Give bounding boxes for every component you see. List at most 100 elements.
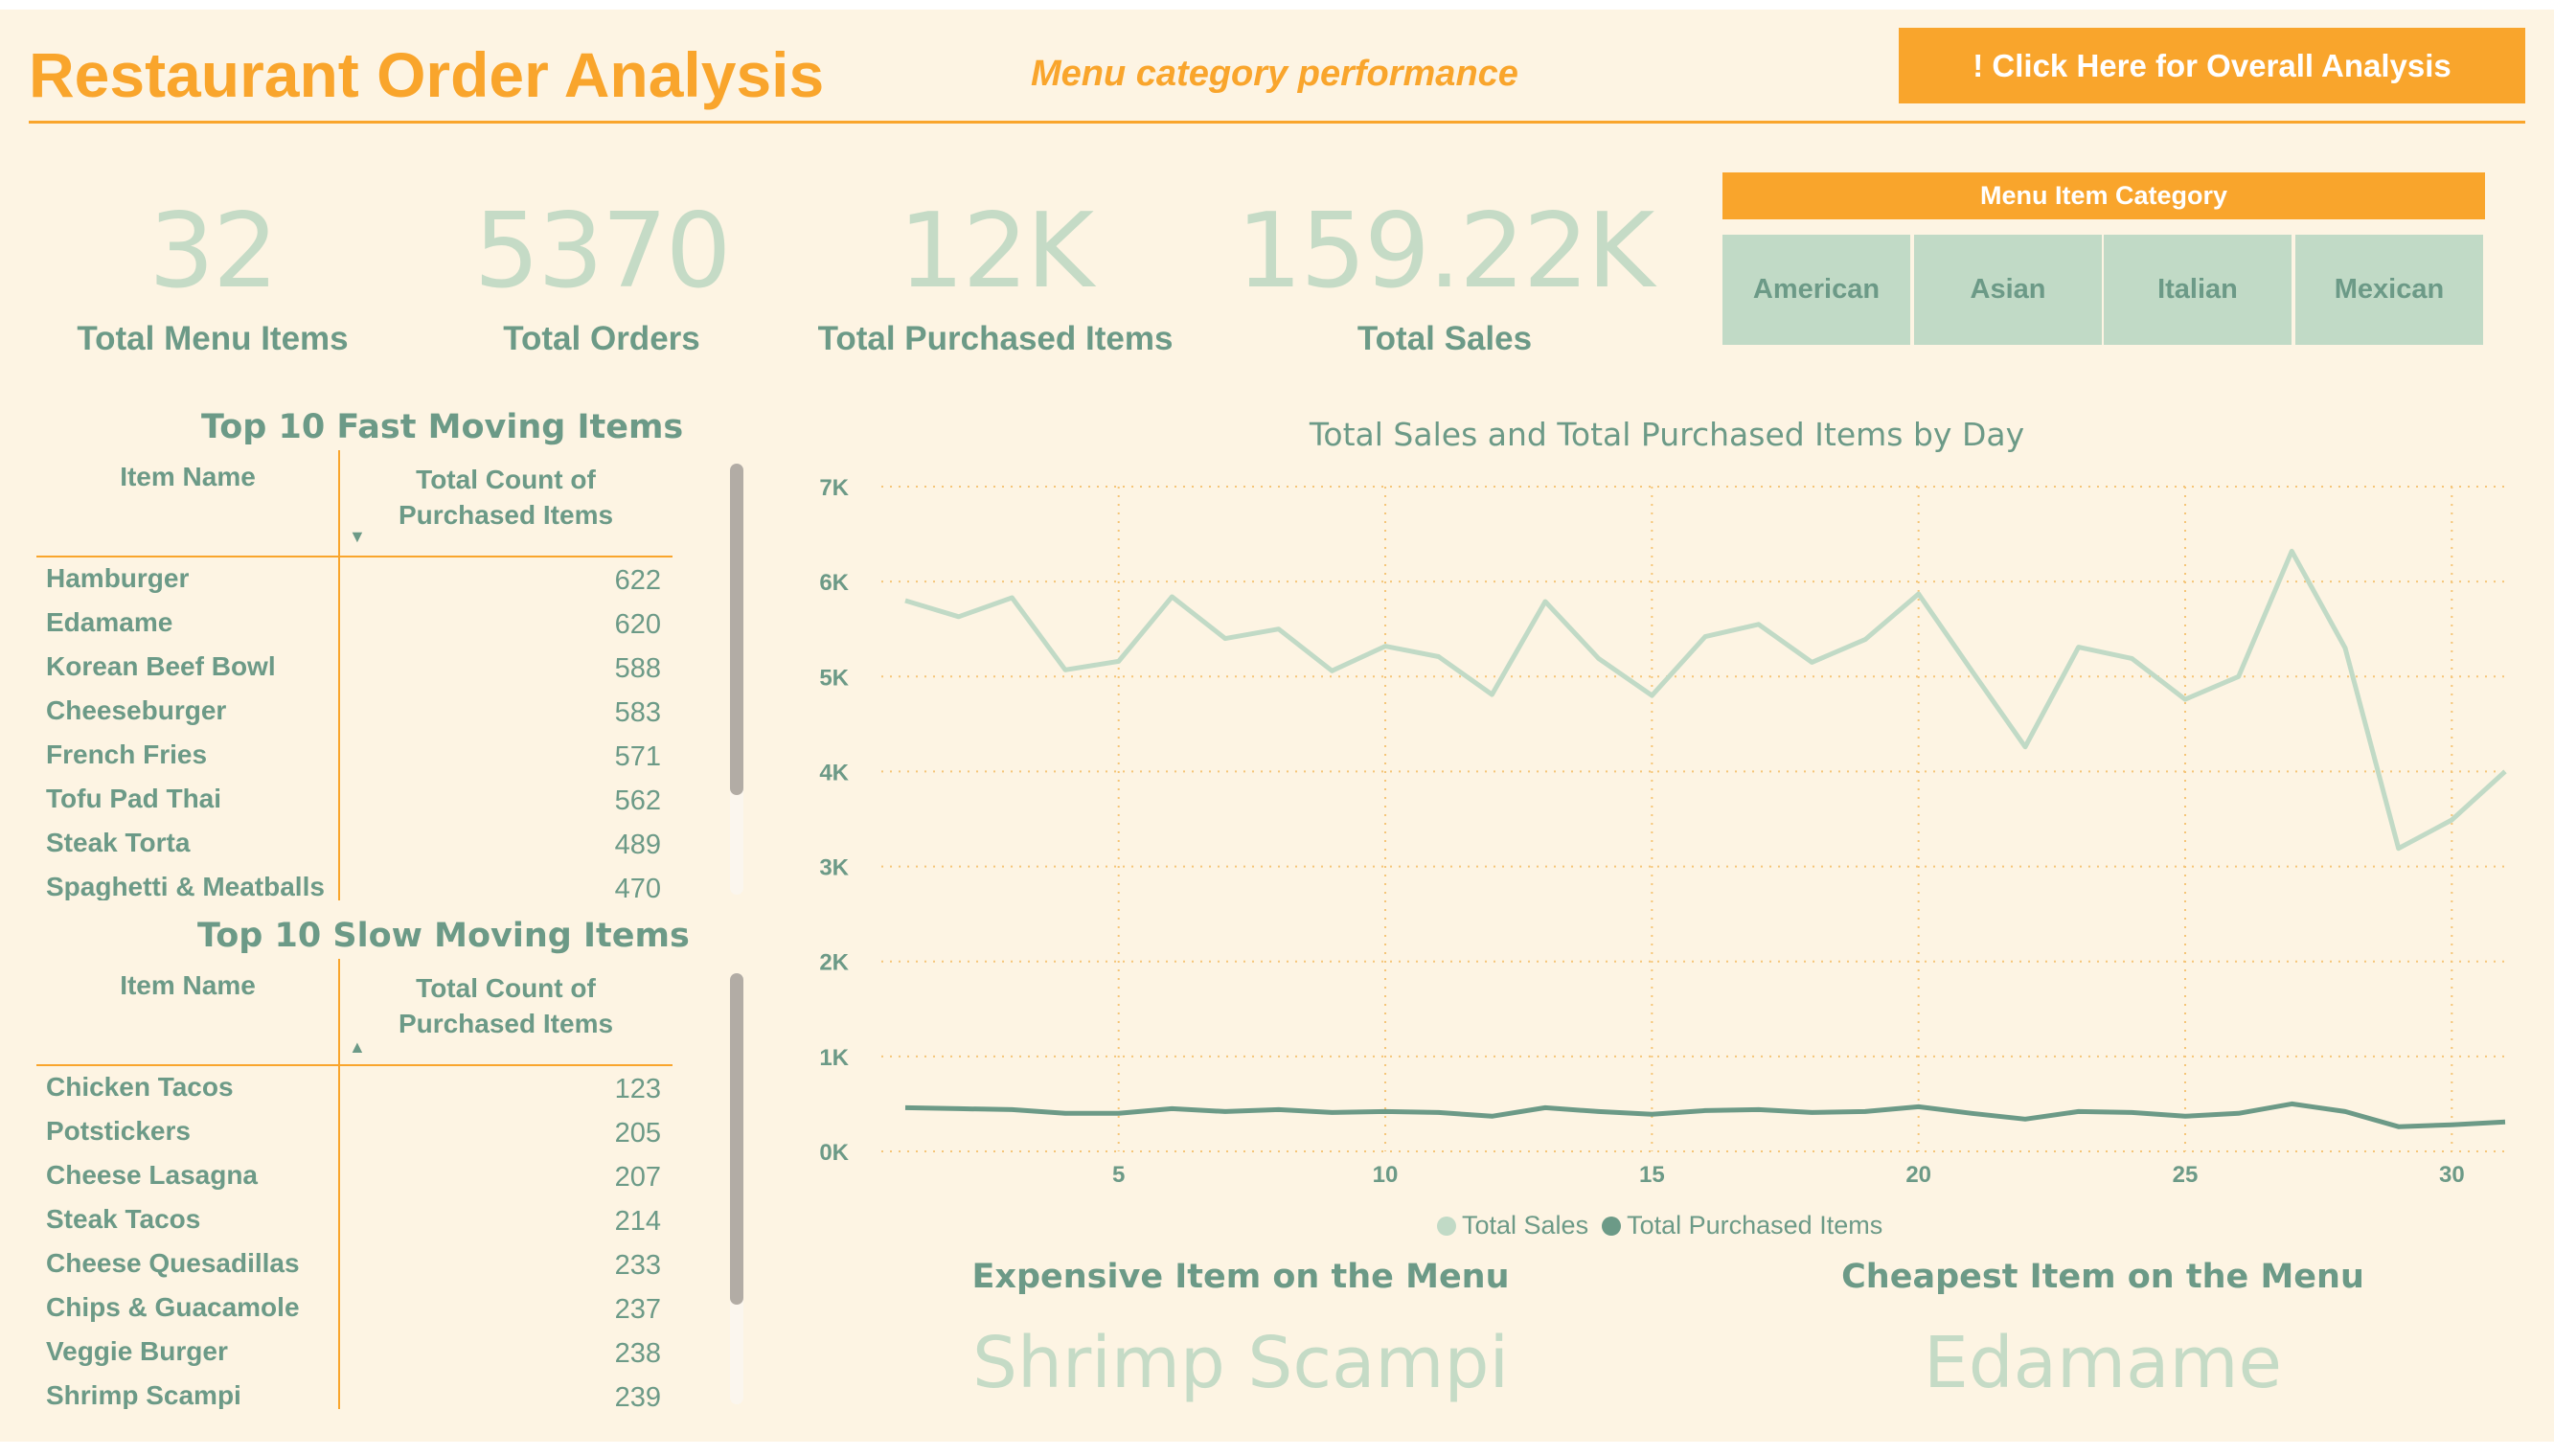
data-point-total-purchased-items[interactable] bbox=[1916, 1103, 1922, 1109]
column-header-count[interactable]: Total Count of Purchased Items bbox=[339, 970, 673, 1041]
data-point-total-purchased-items[interactable] bbox=[1169, 1105, 1174, 1111]
column-header-count[interactable]: Total Count of Purchased Items bbox=[339, 462, 673, 533]
slicer-option-italian[interactable]: Italian bbox=[2104, 235, 2292, 345]
data-point-total-sales[interactable] bbox=[2342, 646, 2348, 651]
data-point-total-sales[interactable] bbox=[1169, 594, 1174, 600]
data-point-total-purchased-items[interactable] bbox=[1809, 1109, 1814, 1115]
slicer-option-american[interactable]: American bbox=[1722, 235, 1910, 345]
data-point-total-sales[interactable] bbox=[1916, 591, 1922, 597]
fast-table-scroll-thumb[interactable] bbox=[730, 464, 743, 795]
data-point-total-sales[interactable] bbox=[1222, 636, 1228, 642]
table-row[interactable]: Steak Torta 489 bbox=[36, 822, 673, 866]
data-point-total-sales[interactable] bbox=[1809, 659, 1814, 665]
data-point-total-purchased-items[interactable] bbox=[1596, 1108, 1602, 1114]
table-row[interactable]: Steak Tacos 214 bbox=[36, 1198, 673, 1242]
data-point-total-sales[interactable] bbox=[1649, 693, 1654, 698]
data-point-total-purchased-items[interactable] bbox=[1542, 1104, 1548, 1110]
data-point-total-purchased-items[interactable] bbox=[1222, 1108, 1228, 1114]
data-point-total-purchased-items[interactable] bbox=[2449, 1122, 2454, 1127]
data-point-total-purchased-items[interactable] bbox=[1862, 1108, 1868, 1114]
data-point-total-sales[interactable] bbox=[2129, 655, 2134, 661]
data-point-total-sales[interactable] bbox=[2502, 768, 2508, 774]
sales-by-day-chart[interactable]: 0K 1K 2K 3K 4K 5K 6K 7K 5 10 15 20 25 30 bbox=[805, 460, 2520, 1207]
slow-table-scrollbar[interactable] bbox=[730, 973, 743, 1404]
data-point-total-purchased-items[interactable] bbox=[2236, 1110, 2242, 1116]
data-point-total-purchased-items[interactable] bbox=[1702, 1107, 1708, 1113]
column-divider bbox=[338, 959, 340, 1409]
data-point-total-sales[interactable] bbox=[902, 598, 908, 603]
data-point-total-sales[interactable] bbox=[1329, 668, 1334, 673]
data-point-total-sales[interactable] bbox=[1116, 658, 1122, 664]
table-row[interactable]: Edamame 620 bbox=[36, 602, 673, 646]
data-point-total-purchased-items[interactable] bbox=[1489, 1113, 1494, 1119]
slicer-option-mexican[interactable]: Mexican bbox=[2295, 235, 2483, 345]
data-point-total-sales[interactable] bbox=[2396, 846, 2402, 852]
data-point-total-purchased-items[interactable] bbox=[2182, 1113, 2188, 1119]
data-point-total-purchased-items[interactable] bbox=[2129, 1109, 2134, 1115]
table-row[interactable]: French Fries 571 bbox=[36, 734, 673, 778]
table-row[interactable]: Chips & Guacamole 237 bbox=[36, 1286, 673, 1331]
table-row[interactable]: Cheese Lasagna 207 bbox=[36, 1154, 673, 1198]
data-point-total-sales[interactable] bbox=[1756, 622, 1762, 627]
data-point-total-purchased-items[interactable] bbox=[902, 1104, 908, 1110]
series-line-total-purchased-items[interactable] bbox=[904, 1101, 2506, 1129]
data-point-total-sales[interactable] bbox=[1862, 637, 1868, 643]
table-row[interactable]: Potstickers 205 bbox=[36, 1110, 673, 1154]
data-point-total-sales[interactable] bbox=[1382, 644, 1388, 649]
overall-analysis-button[interactable]: ! Click Here for Overall Analysis bbox=[1899, 28, 2525, 103]
sort-descending-icon[interactable]: ▼ bbox=[349, 527, 366, 546]
column-header-item-name[interactable]: Item Name bbox=[120, 462, 256, 491]
table-row[interactable]: Veggie Burger 238 bbox=[36, 1331, 673, 1375]
data-point-total-sales[interactable] bbox=[2022, 744, 2028, 750]
data-point-total-purchased-items[interactable] bbox=[1382, 1108, 1388, 1114]
data-point-total-purchased-items[interactable] bbox=[1436, 1109, 1442, 1115]
data-point-total-purchased-items[interactable] bbox=[1062, 1110, 1068, 1116]
table-row[interactable]: Chicken Tacos 123 bbox=[36, 1066, 673, 1110]
data-point-total-purchased-items[interactable] bbox=[956, 1105, 962, 1111]
sort-ascending-icon[interactable]: ▲ bbox=[349, 1037, 366, 1057]
data-point-total-sales[interactable] bbox=[2289, 548, 2294, 554]
data-point-total-sales[interactable] bbox=[2236, 673, 2242, 679]
series-line-total-sales[interactable] bbox=[904, 548, 2507, 852]
data-point-total-purchased-items[interactable] bbox=[2289, 1101, 2294, 1106]
data-point-total-purchased-items[interactable] bbox=[1276, 1106, 1282, 1112]
data-point-total-sales[interactable] bbox=[1542, 599, 1548, 604]
data-point-total-purchased-items[interactable] bbox=[1329, 1109, 1334, 1115]
table-row[interactable]: Hamburger 622 bbox=[36, 557, 673, 602]
data-point-total-sales[interactable] bbox=[1009, 595, 1015, 601]
data-point-total-purchased-items[interactable] bbox=[1969, 1110, 1974, 1116]
data-point-total-purchased-items[interactable] bbox=[1116, 1110, 1122, 1116]
data-point-total-purchased-items[interactable] bbox=[1009, 1106, 1015, 1112]
table-row[interactable]: Korean Beef Bowl 588 bbox=[36, 646, 673, 690]
table-row[interactable]: Spaghetti & Meatballs 470 bbox=[36, 866, 673, 900]
data-point-total-sales[interactable] bbox=[1489, 692, 1494, 697]
table-row[interactable]: Cheese Quesadillas 233 bbox=[36, 1242, 673, 1286]
data-point-total-sales[interactable] bbox=[2449, 817, 2454, 823]
data-point-total-purchased-items[interactable] bbox=[1649, 1111, 1654, 1117]
table-row[interactable]: Tofu Pad Thai 562 bbox=[36, 778, 673, 822]
fast-table-scrollbar[interactable] bbox=[730, 464, 743, 895]
legend-item-total-sales[interactable]: Total Sales bbox=[1437, 1211, 1588, 1240]
column-header-item-name[interactable]: Item Name bbox=[120, 970, 256, 1000]
data-point-total-sales[interactable] bbox=[1276, 626, 1282, 632]
data-point-total-sales[interactable] bbox=[1969, 668, 1974, 673]
data-point-total-purchased-items[interactable] bbox=[2502, 1119, 2508, 1125]
data-point-total-sales[interactable] bbox=[1596, 655, 1602, 661]
data-point-total-purchased-items[interactable] bbox=[2396, 1124, 2402, 1129]
data-point-total-sales[interactable] bbox=[1062, 667, 1068, 672]
data-point-total-purchased-items[interactable] bbox=[2076, 1108, 2082, 1114]
kpi-total-orders-label: Total Orders bbox=[503, 320, 700, 357]
data-point-total-purchased-items[interactable] bbox=[1756, 1106, 1762, 1112]
data-point-total-sales[interactable] bbox=[1702, 634, 1708, 640]
legend-item-total-purchased-items[interactable]: Total Purchased Items bbox=[1602, 1211, 1882, 1240]
data-point-total-sales[interactable] bbox=[2076, 645, 2082, 650]
table-row[interactable]: Shrimp Scampi 239 bbox=[36, 1375, 673, 1409]
slow-table-scroll-thumb[interactable] bbox=[730, 973, 743, 1305]
data-point-total-purchased-items[interactable] bbox=[2022, 1116, 2028, 1122]
data-point-total-sales[interactable] bbox=[1436, 653, 1442, 659]
data-point-total-sales[interactable] bbox=[2182, 696, 2188, 702]
slicer-option-asian[interactable]: Asian bbox=[1914, 235, 2102, 345]
data-point-total-sales[interactable] bbox=[956, 614, 962, 620]
table-row[interactable]: Cheeseburger 583 bbox=[36, 690, 673, 734]
data-point-total-purchased-items[interactable] bbox=[2342, 1108, 2348, 1114]
